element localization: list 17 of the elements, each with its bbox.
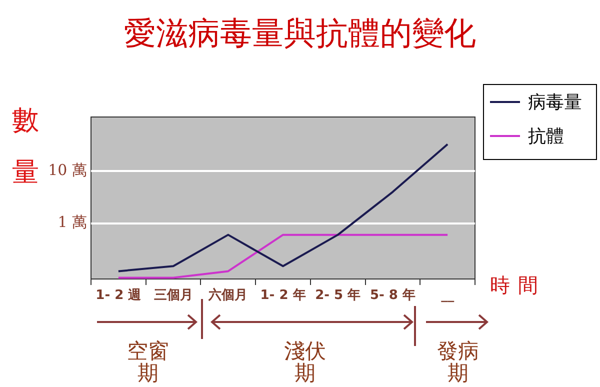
x-tick-label: 1- 2 週 [96,288,142,304]
text: 淺伏期 [283,339,327,385]
x-axis-title: 時間 [490,272,546,299]
y-tick-label: 10 萬 [48,161,87,180]
y-tick-label: 1 萬 [58,213,87,232]
x-tick-label: __ [441,288,455,304]
x-tick-label: 5- 8 年 [370,288,416,304]
chart-title: 愛滋病毒量與抗體的變化 [123,13,477,54]
x-tick-label: 三個月 [154,288,193,304]
legend-label: 抗體 [528,125,564,148]
text: 發病期 [436,339,480,385]
x-tick-label: 2- 5 年 [315,288,361,304]
x-tick-label: 1- 2 年 [260,288,306,304]
text: 空窗期 [126,339,170,385]
legend-label: 病毒量 [528,91,582,114]
y-axis-title: 數量 [12,104,40,190]
x-tick-label: 六個月 [208,287,248,304]
